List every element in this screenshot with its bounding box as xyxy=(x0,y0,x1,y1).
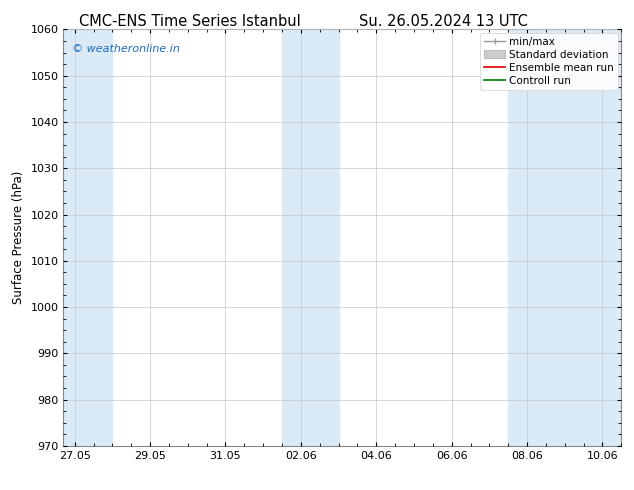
Text: Su. 26.05.2024 13 UTC: Su. 26.05.2024 13 UTC xyxy=(359,14,528,29)
Text: © weatheronline.in: © weatheronline.in xyxy=(72,44,179,54)
Text: CMC-ENS Time Series Istanbul: CMC-ENS Time Series Istanbul xyxy=(79,14,301,29)
Bar xyxy=(63,29,112,446)
Legend: min/max, Standard deviation, Ensemble mean run, Controll run: min/max, Standard deviation, Ensemble me… xyxy=(480,32,618,90)
Bar xyxy=(508,29,621,446)
Bar xyxy=(282,29,339,446)
Y-axis label: Surface Pressure (hPa): Surface Pressure (hPa) xyxy=(12,171,25,304)
